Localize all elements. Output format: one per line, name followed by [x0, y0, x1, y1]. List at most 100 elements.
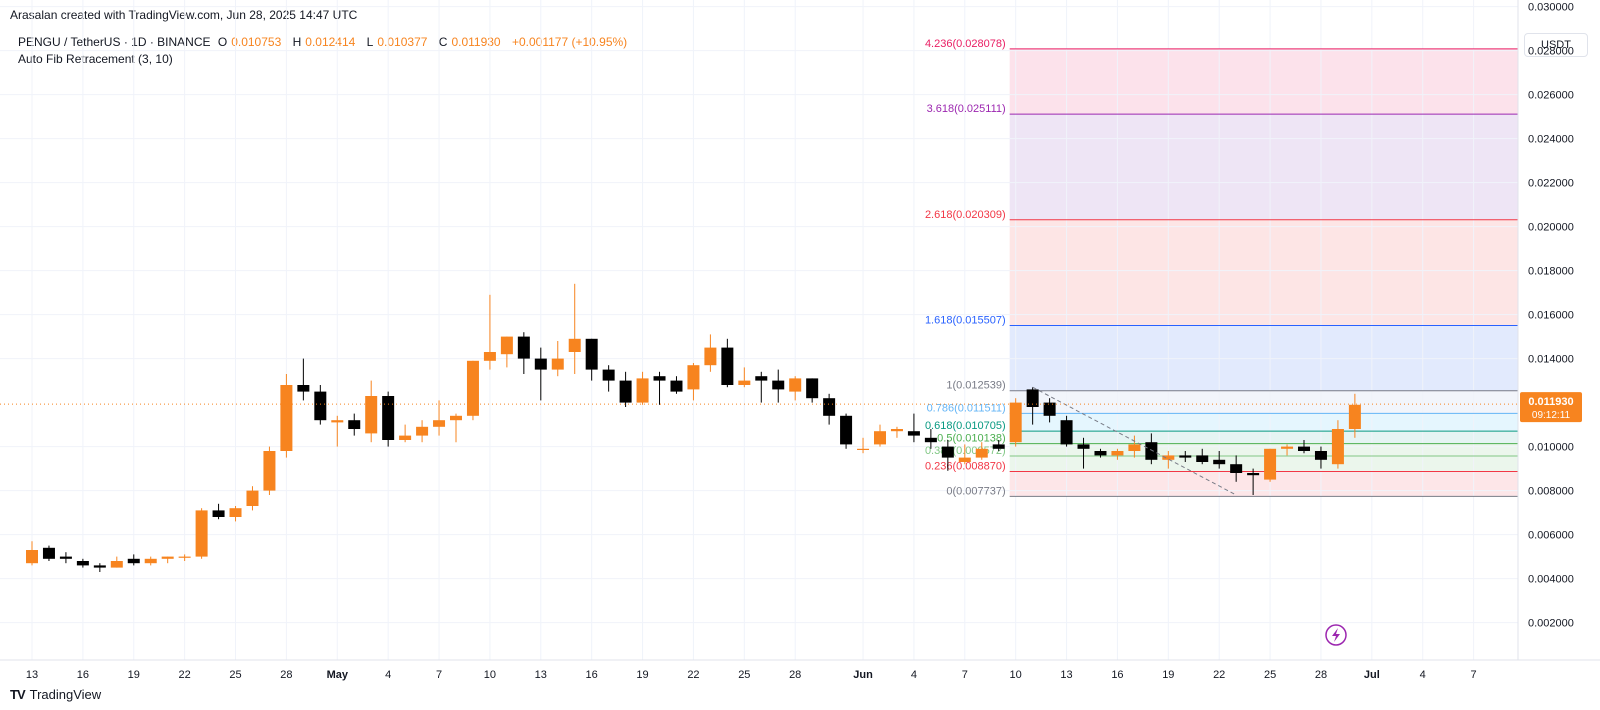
- x-tick-label: 28: [280, 669, 292, 681]
- fib-zone-0.786: [1009, 390, 1518, 414]
- symbol-name[interactable]: PENGU / TetherUS · 1D · BINANCE: [18, 35, 211, 49]
- candle-body: [958, 457, 971, 462]
- candle-body: [127, 558, 140, 564]
- overlays: 0.011930 09:12:11: [0, 386, 1582, 496]
- x-tick-label: 19: [128, 669, 140, 681]
- candle-body: [823, 398, 836, 416]
- candle-body: [755, 376, 768, 381]
- candle-body: [500, 336, 513, 355]
- candle-body: [1230, 464, 1243, 473]
- x-tick-label: 7: [1471, 669, 1477, 681]
- fib-label-0.5: 0.5(0.010138): [937, 433, 1006, 445]
- candle-body: [585, 338, 598, 370]
- x-tick-label: 25: [738, 669, 750, 681]
- candle-body: [619, 380, 632, 403]
- fib-label-0.618: 0.618(0.010705): [925, 420, 1006, 432]
- fib-label-4.236: 4.236(0.028078): [925, 38, 1006, 50]
- candle-body: [992, 444, 1005, 449]
- candle-body: [399, 435, 412, 440]
- close-value: 0.011930: [451, 35, 501, 49]
- candle-body: [1264, 448, 1277, 480]
- fib-lines: 0(0.007737)0.236(0.008870)0.382(0.009572…: [925, 38, 1518, 497]
- fib-label-0.236: 0.236(0.008870): [925, 460, 1006, 472]
- candle-body: [1247, 473, 1260, 476]
- x-tick-label: 19: [1162, 669, 1174, 681]
- y-tick-label: 0.014000: [1528, 354, 1574, 366]
- candle-body: [941, 446, 954, 458]
- fib-label-0: 0(0.007737): [946, 485, 1005, 497]
- flash-icon[interactable]: [1325, 624, 1347, 646]
- x-tick-label: 28: [1315, 669, 1327, 681]
- candle-body: [636, 378, 649, 403]
- high-label: H: [292, 35, 302, 49]
- y-tick-label: 0.010000: [1528, 442, 1574, 454]
- candle-body: [1162, 455, 1175, 460]
- y-tick-label: 0.030000: [1528, 2, 1574, 14]
- candle-body: [280, 385, 293, 451]
- x-tick-label: 16: [1111, 669, 1123, 681]
- x-tick-label: 13: [26, 669, 38, 681]
- y-tick-label: 0.006000: [1528, 530, 1574, 542]
- y-tick-label: 0.018000: [1528, 266, 1574, 278]
- x-tick-label: 25: [229, 669, 241, 681]
- candle-body: [263, 451, 276, 491]
- candle-body: [161, 556, 174, 559]
- x-tick-label: 7: [962, 669, 968, 681]
- x-tick-label: 13: [535, 669, 547, 681]
- x-tick-label: 28: [789, 669, 801, 681]
- fib-zone-0: [1009, 471, 1518, 497]
- candle-body: [466, 360, 479, 416]
- candle-body: [1331, 429, 1344, 465]
- candle-body: [772, 380, 785, 390]
- time-axis[interactable]: 13 16 19 22 25 28 May 4 7 10 13 16 19 22 25 28 Jun 4 7 10 13…: [26, 669, 1477, 681]
- x-tick-label: 19: [636, 669, 648, 681]
- candle-body: [1009, 402, 1022, 443]
- tradingview-brand[interactable]: TV TradingView: [10, 687, 101, 702]
- candle-body: [1281, 446, 1294, 449]
- candle-body: [331, 420, 344, 423]
- candle-body: [246, 490, 259, 506]
- candle-body: [602, 369, 615, 381]
- candle-body: [1298, 446, 1310, 451]
- price-axis[interactable]: 0.002000 0.004000 0.006000 0.008000 0.010000…: [1528, 2, 1574, 630]
- x-tick-label: 22: [687, 669, 699, 681]
- candle-body: [687, 365, 700, 390]
- candle-body: [178, 556, 191, 558]
- last-price-tag: [1520, 392, 1582, 423]
- candle-body: [59, 556, 72, 559]
- candle-body: [314, 391, 327, 421]
- x-tick-label: 4: [385, 669, 391, 681]
- y-tick-label: 0.028000: [1528, 46, 1574, 58]
- x-tick-label: 4: [911, 669, 917, 681]
- open-label: O: [217, 35, 228, 49]
- chart-credit: Arasalan created with TradingView.com, J…: [10, 8, 358, 22]
- candle-body: [297, 385, 310, 392]
- x-tick-label: 10: [484, 669, 496, 681]
- candle-body: [382, 396, 395, 440]
- fib-label-1.618: 1.618(0.015507): [925, 314, 1006, 326]
- candle-body: [534, 358, 547, 370]
- candle-body: [924, 437, 937, 443]
- y-tick-label: 0.004000: [1528, 574, 1574, 586]
- candle-body: [76, 561, 89, 566]
- candle-body: [348, 420, 361, 429]
- candle-body: [653, 376, 666, 381]
- fib-zone-1: [1009, 325, 1518, 391]
- candle-body: [42, 547, 55, 559]
- candle-body: [450, 415, 462, 421]
- candle-body: [433, 420, 446, 427]
- candle-body: [1196, 455, 1209, 462]
- candle-body: [144, 558, 157, 564]
- x-tick-label: Jul: [1364, 669, 1380, 681]
- candle-body: [517, 336, 530, 359]
- fib-label-1: 1(0.012539): [946, 380, 1005, 392]
- open-value: 0.010753: [231, 35, 282, 49]
- candle-body: [1213, 459, 1226, 465]
- x-tick-label: 25: [1264, 669, 1276, 681]
- candle-body: [1128, 444, 1141, 451]
- x-tick-label: 13: [1060, 669, 1072, 681]
- currency-button[interactable]: USDT: [1524, 33, 1588, 57]
- candle-body: [874, 431, 886, 445]
- y-tick-label: 0.020000: [1528, 222, 1574, 234]
